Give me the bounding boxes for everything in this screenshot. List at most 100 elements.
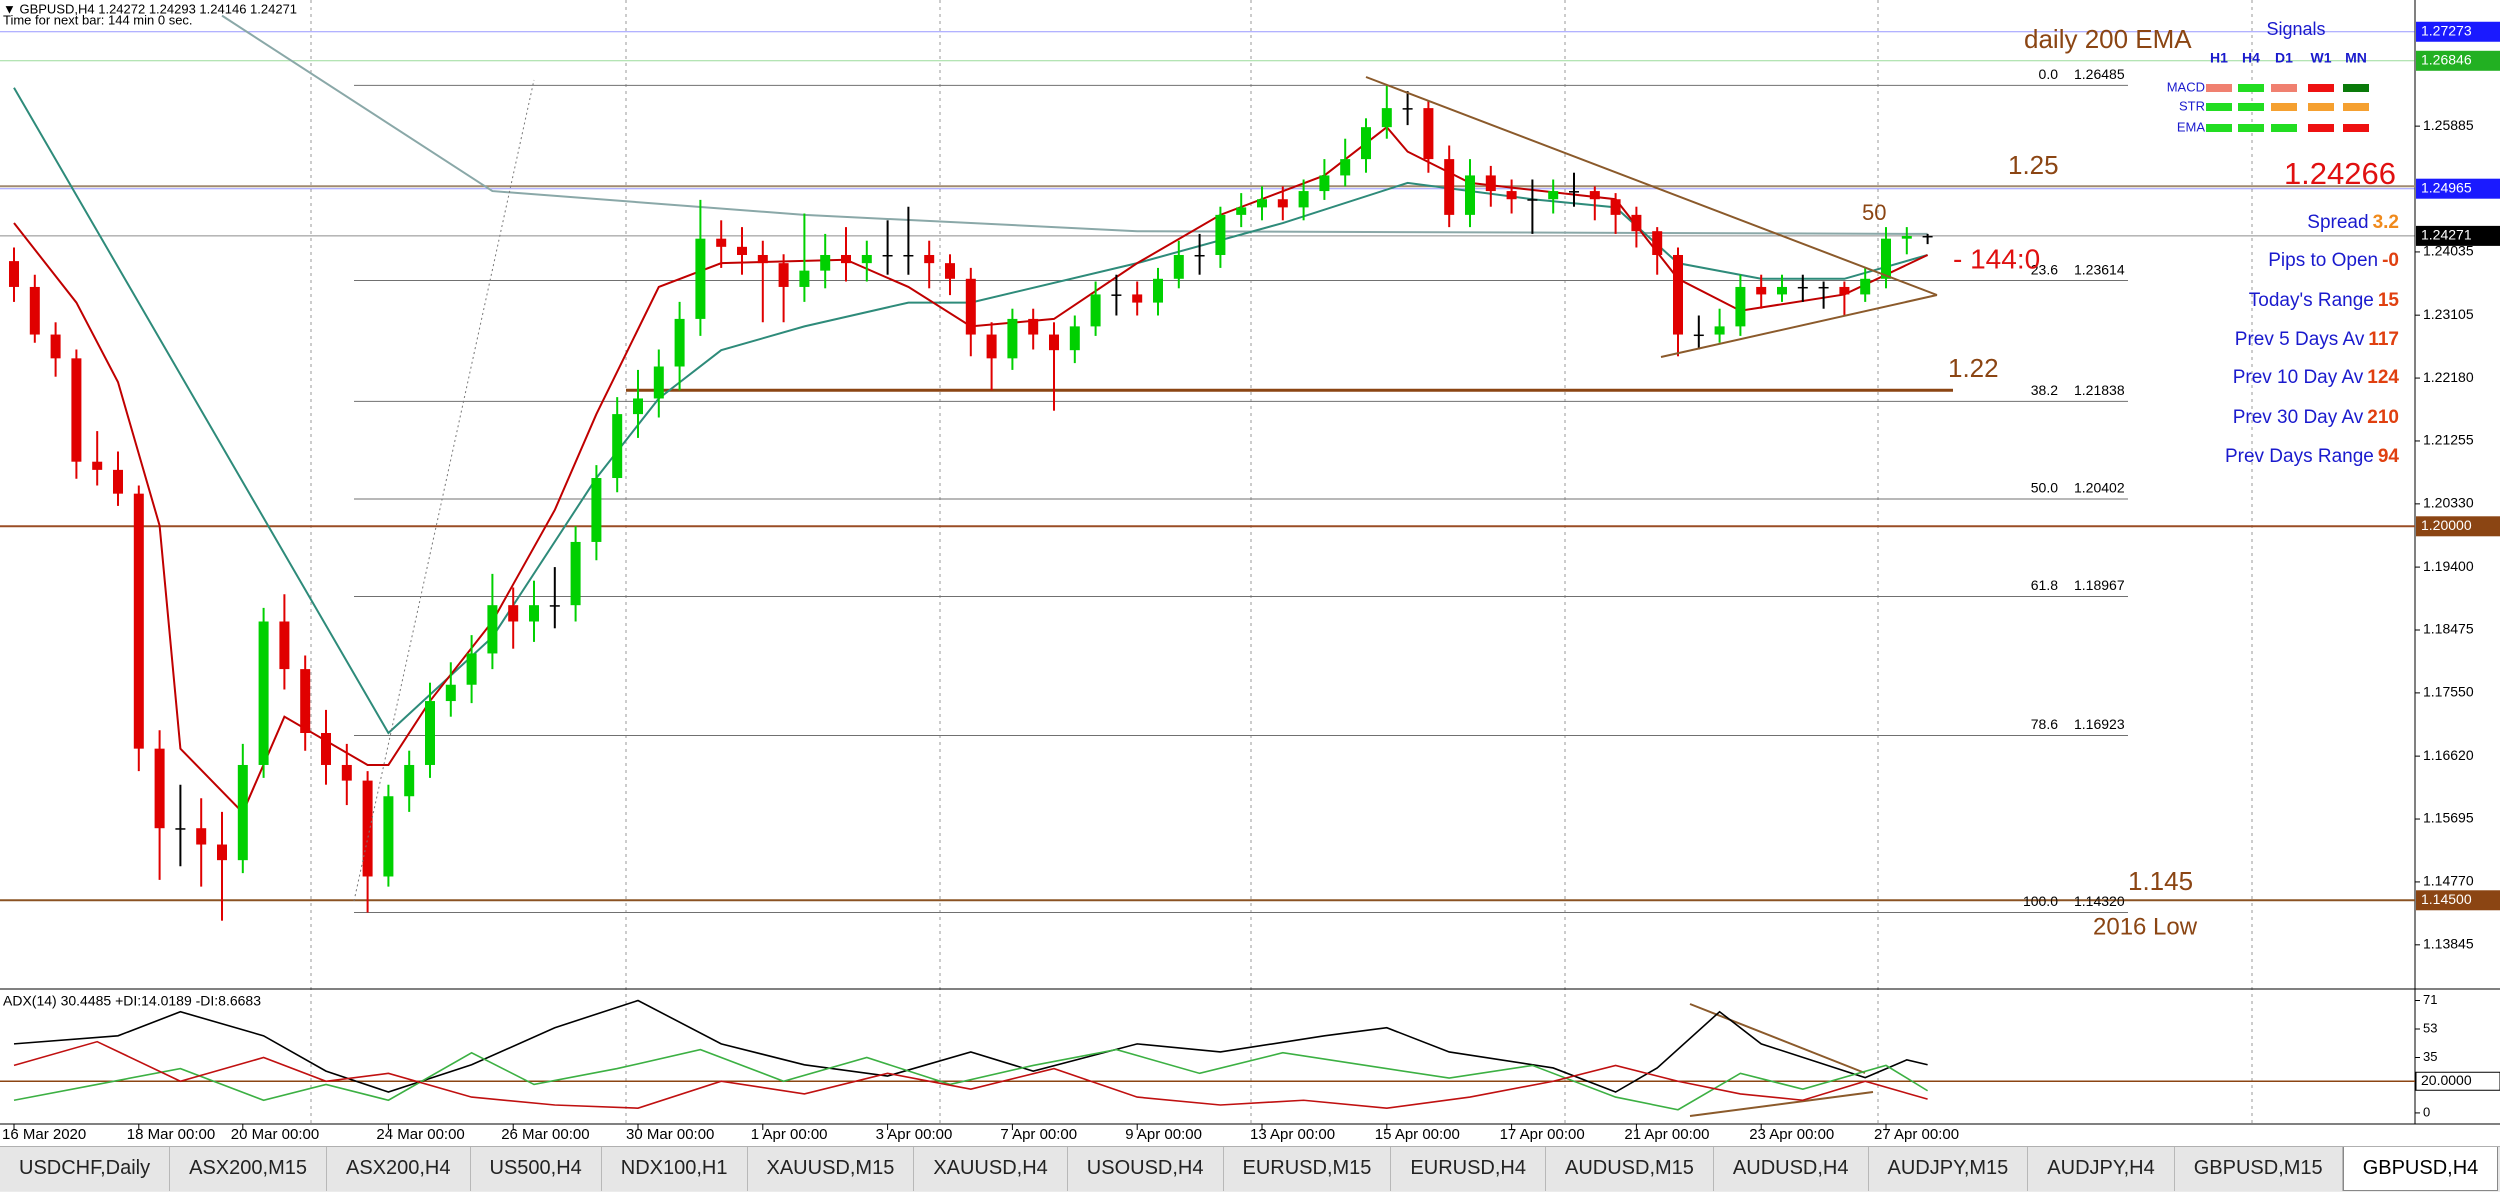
symbol-tab[interactable]: AUDJPY,M15 bbox=[1868, 1147, 2029, 1191]
candle-body bbox=[487, 605, 498, 654]
symbol-tab[interactable]: GBPUSD,H4 bbox=[2342, 1147, 2499, 1191]
candle-body bbox=[757, 254, 768, 264]
trendline bbox=[1660, 294, 1938, 358]
fib-trendline bbox=[353, 79, 535, 902]
symbol-tab[interactable]: USOUSD,H4 bbox=[1067, 1147, 1224, 1191]
symbol-tab[interactable]: EURUSD,M15 bbox=[1223, 1147, 1392, 1191]
symbol-tab[interactable]: EURUSD,H4 bbox=[1391, 1147, 1546, 1191]
y-tick-label: 1.18475 bbox=[2423, 621, 2474, 637]
y-tick-label: 35 bbox=[2423, 1049, 2437, 1064]
y-tick-label: 1.15695 bbox=[2423, 810, 2474, 826]
candle-body bbox=[1444, 159, 1455, 215]
signal-cell bbox=[2238, 103, 2264, 111]
symbol-tab[interactable]: USDCHF,Daily bbox=[0, 1147, 171, 1191]
symbol-tab[interactable]: ASX200,M15 bbox=[170, 1147, 327, 1191]
candle-body bbox=[1402, 108, 1413, 110]
fib-level: 100.0 bbox=[2023, 893, 2058, 909]
y-tick-label: 71 bbox=[2423, 992, 2437, 1007]
candle-body bbox=[986, 334, 997, 359]
candle-body bbox=[1194, 254, 1205, 257]
candle-body bbox=[716, 238, 727, 247]
axis-marker-label: 20.0000 bbox=[2421, 1072, 2472, 1088]
candle-body bbox=[1610, 199, 1621, 215]
symbol-tab[interactable]: NZDUSD,M15 bbox=[2498, 1147, 2500, 1191]
info-row: Pips to Open -0 bbox=[2268, 250, 2399, 271]
axis-marker bbox=[2416, 890, 2500, 911]
symbol-tab[interactable]: AUDJPY,H4 bbox=[2028, 1147, 2175, 1191]
candle-body bbox=[383, 796, 394, 877]
signal-cell bbox=[2271, 124, 2297, 132]
y-tick-label: 1.14770 bbox=[2423, 873, 2474, 889]
candle-body bbox=[778, 263, 789, 287]
x-tick-label: 7 Apr 00:00 bbox=[1000, 1126, 1077, 1143]
signal-column: W1 bbox=[2311, 50, 2332, 66]
candle-body bbox=[633, 398, 643, 415]
candle-body bbox=[29, 286, 40, 335]
candle-body bbox=[1173, 254, 1184, 279]
symbol-tab[interactable]: ASX200,H4 bbox=[326, 1147, 471, 1191]
candle-body bbox=[820, 254, 831, 271]
candle-body bbox=[1839, 286, 1850, 295]
candle-body bbox=[1381, 108, 1392, 128]
candle-body bbox=[1485, 175, 1496, 192]
candle-body bbox=[321, 733, 331, 765]
indicator-label: ADX(14) 30.4485 +DI:14.0189 -DI:8.6683 bbox=[3, 993, 261, 1009]
symbol-tab[interactable]: GBPUSD,M15 bbox=[2174, 1147, 2343, 1191]
signal-cell bbox=[2343, 124, 2369, 132]
candle-body bbox=[1589, 191, 1600, 200]
candle-body bbox=[1693, 334, 1704, 337]
symbol-tab[interactable]: NDX100,H1 bbox=[601, 1147, 748, 1191]
candle-body bbox=[653, 366, 664, 399]
signal-cell bbox=[2271, 103, 2297, 111]
fib-price: 1.18967 bbox=[2074, 577, 2125, 593]
candle-body bbox=[1153, 278, 1163, 303]
x-tick-label: 9 Apr 00:00 bbox=[1125, 1126, 1202, 1143]
x-tick-label: 20 Mar 00:00 bbox=[231, 1126, 319, 1143]
info-value: 117 bbox=[2368, 329, 2399, 350]
annotation: 2016 Low bbox=[2093, 913, 2198, 940]
annotation: - 144:0 bbox=[1953, 243, 2040, 274]
candle-body bbox=[1465, 175, 1475, 215]
candle-body bbox=[508, 605, 519, 622]
candle-body bbox=[1777, 286, 1787, 295]
candle-body bbox=[1007, 318, 1018, 359]
symbol-tab[interactable]: AUDUSD,M15 bbox=[1546, 1147, 1714, 1191]
candle-body bbox=[1319, 175, 1330, 192]
candle-body bbox=[1673, 254, 1683, 335]
fib-level: 38.2 bbox=[2031, 382, 2058, 398]
candle-body bbox=[1569, 191, 1579, 193]
x-tick-label: 1 Apr 00:00 bbox=[751, 1126, 828, 1143]
y-tick-label: 1.21255 bbox=[2423, 432, 2474, 448]
x-tick-label: 30 Mar 00:00 bbox=[626, 1126, 714, 1143]
indicator-line bbox=[13, 1048, 1929, 1111]
level-label: 1.22 bbox=[1948, 353, 1999, 383]
symbol-tab[interactable]: XAUUSD,M15 bbox=[747, 1147, 915, 1191]
signal-cell bbox=[2238, 124, 2264, 132]
x-tick-label: 24 Mar 00:00 bbox=[376, 1126, 464, 1143]
week-separators bbox=[310, 0, 2253, 1124]
candle-body bbox=[1548, 191, 1559, 200]
signal-cell bbox=[2206, 103, 2232, 111]
symbol-tab[interactable]: AUDUSD,H4 bbox=[1713, 1147, 1869, 1191]
candle-body bbox=[1069, 326, 1080, 351]
axis-marker-label: 1.14500 bbox=[2421, 891, 2472, 907]
candle-body bbox=[279, 621, 290, 670]
candle-body bbox=[861, 254, 872, 264]
symbol-tab[interactable]: US500,H4 bbox=[470, 1147, 602, 1191]
fib-price: 1.21838 bbox=[2074, 382, 2125, 398]
info-row: Prev Days Range 94 bbox=[2225, 446, 2399, 467]
axis-marker bbox=[2415, 1071, 2500, 1091]
candle-body bbox=[1860, 278, 1871, 295]
fib-price: 1.26485 bbox=[2074, 66, 2125, 82]
info-row: Prev 10 Day Av 124 bbox=[2233, 367, 2400, 388]
y-tick-label: 1.24035 bbox=[2423, 243, 2474, 259]
chart-background bbox=[0, 0, 2500, 1146]
candle-body bbox=[92, 461, 103, 470]
tab-bar: USDCHF,Daily ASX200,M15 ASX200,H4 US500,H4 N… bbox=[0, 1146, 2500, 1192]
signal-cell bbox=[2343, 84, 2369, 92]
y-tick-label: 1.23105 bbox=[2423, 306, 2474, 322]
symbol-tab[interactable]: XAUUSD,H4 bbox=[914, 1147, 1068, 1191]
candle-body bbox=[154, 748, 165, 829]
signal-cell bbox=[2238, 84, 2264, 92]
